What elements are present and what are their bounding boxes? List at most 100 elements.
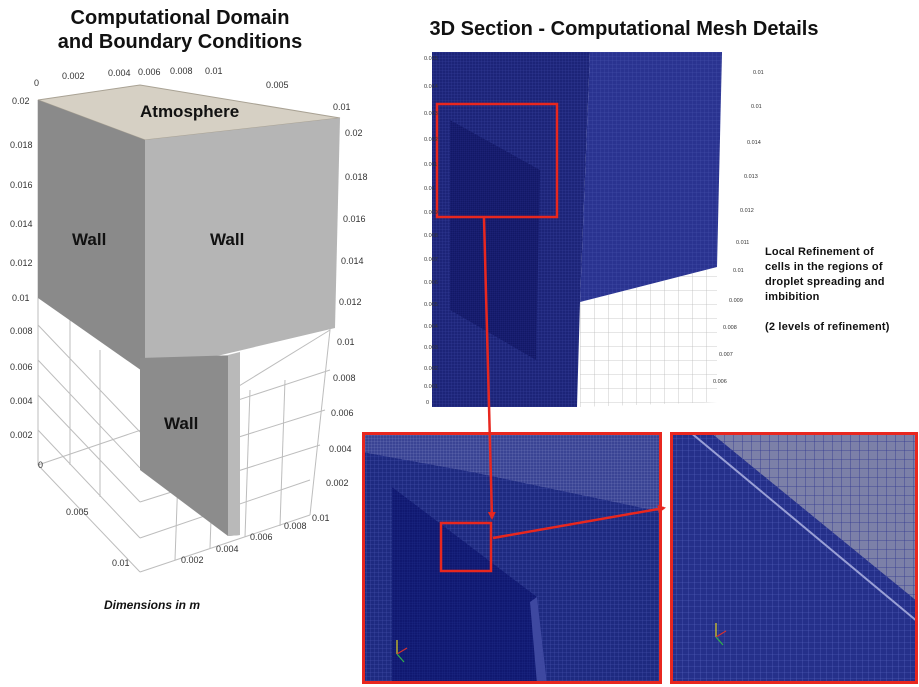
mesh-side-face (580, 52, 722, 302)
bottom-left-tick: 0.005 (66, 507, 89, 517)
top-axis-tick: 0 (34, 78, 40, 88)
right-axis-tick: 0.01 (337, 337, 355, 347)
arrow-to-zoom1 (482, 217, 496, 520)
refinement-note: Local Refinement of cells in the regions… (765, 245, 915, 305)
dimensions-note: Dimensions in m (104, 598, 201, 612)
domain-title-line2: and Boundary Conditions (57, 31, 303, 53)
mesh-right-tick: 0.013 (744, 174, 758, 180)
mesh-right-tick: 0.009 (729, 298, 743, 304)
right-axis-tick: 0.016 (343, 214, 366, 224)
right-axis-tick: 0.014 (341, 256, 364, 266)
top-right-axis-tick: 0.01 (333, 102, 351, 112)
lower-wall-face (140, 355, 240, 536)
domain-title-line1: Computational Domain (70, 7, 290, 29)
zoom-panel-1 (362, 432, 662, 684)
mesh-left-tick: 0.012 (424, 137, 438, 143)
front-wall-face (145, 118, 340, 373)
zoom2-coarse-face (710, 432, 918, 602)
mesh-left-tick: 0.013 (424, 111, 438, 117)
highlight-box-2 (439, 521, 493, 573)
mesh-right-tick: 0.01 (751, 104, 762, 110)
zoom1-frame (362, 432, 662, 684)
zoom1-refined-region (392, 487, 547, 684)
right-axis-tick: 0.018 (345, 172, 368, 182)
left-wall-label: Wall (72, 230, 107, 249)
mesh-right-tick: 0.011 (736, 240, 750, 246)
refinement-note-line1: Local Refinement of (765, 246, 874, 258)
top-axis-tick: 0.002 (62, 71, 85, 81)
right-axis-tick: 0.012 (339, 297, 362, 307)
mesh-right-tick: 0.006 (713, 379, 727, 385)
mesh-left-tick: 0.01 (424, 186, 435, 192)
top-axis-tick: 0.004 (108, 68, 131, 78)
mesh-left-tick: 0.004 (424, 324, 438, 330)
refinement-levels: (2 levels of refinement) (765, 321, 890, 333)
zoom1-axis-triad (396, 640, 408, 663)
right-axis-tick: 0.006 (331, 408, 354, 418)
mesh-left-tick: 0.014 (424, 84, 438, 90)
lower-wall-edge (228, 352, 240, 536)
domain-3d-view (37, 84, 341, 573)
zoom2-frame (670, 432, 918, 684)
left-axis-tick: 0.006 (10, 362, 33, 372)
front-wall-label: Wall (210, 230, 245, 249)
zoom1-region-edge (530, 597, 547, 684)
left-axis-tick: 0.004 (10, 396, 33, 406)
left-axis-tick: 0.016 (10, 180, 33, 190)
mesh-left-tick: 0.009 (424, 210, 438, 216)
left-axis-tick: 0.002 (10, 430, 33, 440)
bottom-front-tick: 0.002 (181, 555, 204, 565)
mesh-left-tick: 0.002 (424, 366, 438, 372)
mesh-left-tick: 0.007 (424, 257, 438, 263)
mesh-section-view (432, 52, 722, 407)
left-axis-tick: 0 (38, 460, 44, 470)
mesh-left-tick: 0.015 (424, 56, 438, 62)
top-right-axis-tick: 0.005 (266, 80, 289, 90)
left-axis-tick: 0.01 (12, 293, 30, 303)
coarse-mesh-region (580, 267, 717, 407)
highlight-box-1 (435, 102, 559, 219)
mesh-right-tick: 0.008 (723, 325, 737, 331)
bottom-front-tick: 0.008 (284, 521, 307, 531)
top-axis-tick: 0.008 (170, 66, 193, 76)
refinement-note-line2: cells in the regions of (765, 261, 883, 273)
bottom-front-tick: 0.006 (250, 532, 273, 542)
top-axis-tick: 0.006 (138, 67, 161, 77)
zoom1-side-face (362, 432, 662, 512)
mesh-right-tick: 0.01 (753, 70, 764, 76)
arrow-to-zoom2 (492, 505, 666, 540)
mesh-left-tick: 0.001 (424, 384, 438, 390)
left-axis-tick: 0.012 (10, 258, 33, 268)
bottom-front-tick: 0.004 (216, 544, 239, 554)
mesh-left-tick: 0.005 (424, 302, 438, 308)
mesh-title: 3D Section - Computational Mesh Details (429, 18, 819, 40)
mesh-left-tick: 0.011 (424, 162, 438, 168)
domain-title: Computational Domain and Boundary Condit… (20, 6, 340, 54)
zoom-panel-2 (670, 432, 918, 684)
left-axis-tick: 0.02 (12, 96, 30, 106)
lower-wall-label: Wall (164, 414, 199, 433)
refinement-note-line4: imbibition (765, 291, 820, 303)
mesh-left-tick: 0.006 (424, 280, 438, 286)
right-axis-tick: 0.008 (333, 373, 356, 383)
left-axis-tick: 0.018 (10, 140, 33, 150)
mesh-left-tick: 0 (426, 400, 430, 406)
mesh-right-tick: 0.007 (719, 352, 733, 358)
zoom2-edge-line (689, 432, 918, 623)
mesh-right-tick: 0.014 (747, 140, 761, 146)
left-wall-face (38, 100, 145, 373)
mesh-left-tick: 0.008 (424, 233, 438, 239)
mesh-right-tick: 0.01 (733, 268, 744, 274)
mesh-right-tick: 0.012 (740, 208, 754, 214)
refinement-note-line3: droplet spreading and (765, 276, 885, 288)
right-axis-tick: 0.02 (345, 128, 363, 138)
right-axis-tick: 0.01 (312, 513, 330, 523)
top-axis-tick: 0.01 (205, 66, 223, 76)
right-axis-tick: 0.002 (326, 478, 349, 488)
right-axis-tick: 0.004 (329, 444, 352, 454)
left-axis-tick: 0.008 (10, 326, 33, 336)
atmosphere-label: Atmosphere (140, 102, 240, 121)
mesh-left-tick: 0.003 (424, 345, 438, 351)
refined-droplet-region (450, 120, 540, 360)
